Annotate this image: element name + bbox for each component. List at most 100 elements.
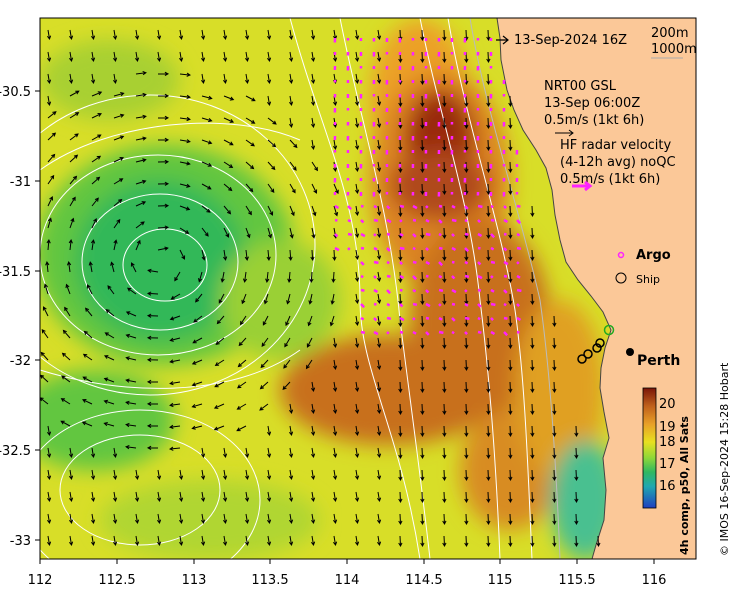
current-arrow xyxy=(376,117,382,129)
current-arrow xyxy=(191,359,203,365)
current-arrow xyxy=(157,137,170,142)
current-arrow xyxy=(61,375,71,383)
current-arrow xyxy=(105,308,115,317)
current-arrow xyxy=(332,513,338,525)
current-arrow xyxy=(420,381,425,394)
current-arrow xyxy=(130,262,137,273)
radar-vector xyxy=(490,260,496,265)
radar-vector xyxy=(464,205,469,210)
current-arrow xyxy=(266,469,272,481)
current-arrow xyxy=(69,217,75,229)
current-arrow xyxy=(178,491,184,503)
lon-tick-label: 112.5 xyxy=(98,573,135,588)
radar-vector xyxy=(412,275,418,281)
current-arrow xyxy=(86,284,93,295)
current-arrow xyxy=(376,469,382,481)
radar-vector xyxy=(464,247,470,253)
current-arrow xyxy=(508,491,513,504)
current-arrow xyxy=(83,330,93,339)
current-arrow xyxy=(310,249,315,262)
current-arrow xyxy=(486,403,491,416)
current-arrow xyxy=(486,29,491,42)
current-arrow xyxy=(464,139,469,152)
radar-vector xyxy=(399,330,404,334)
current-arrow xyxy=(376,51,382,63)
current-arrow xyxy=(46,535,52,547)
credit-label: © IMOS 16-Sep-2024 15:28 Hobart xyxy=(718,362,731,556)
current-arrow xyxy=(267,161,276,171)
current-arrow xyxy=(68,447,74,459)
current-arrow xyxy=(486,117,491,130)
current-arrow xyxy=(90,29,96,41)
current-arrow xyxy=(310,381,316,393)
current-arrow xyxy=(179,139,191,144)
current-arrow xyxy=(552,491,557,504)
current-arrow xyxy=(43,283,49,295)
lat-tick-label: -31.5 xyxy=(0,265,31,280)
radar-vector xyxy=(490,204,494,209)
current-arrow xyxy=(508,425,513,438)
current-arrow xyxy=(442,271,447,284)
observation-markers xyxy=(577,324,615,364)
current-arrow xyxy=(90,513,96,525)
current-arrow xyxy=(179,183,191,188)
current-arrow xyxy=(376,73,382,85)
current-arrow xyxy=(135,158,147,163)
current-arrow xyxy=(442,535,447,548)
current-arrow xyxy=(285,315,291,327)
current-arrow xyxy=(112,51,118,63)
current-arrow xyxy=(223,183,233,192)
radar-vector xyxy=(386,289,392,295)
current-source-line: 13-Sep 06:00Z xyxy=(544,96,640,111)
current-arrow xyxy=(530,381,535,394)
radar-vector xyxy=(360,274,364,279)
current-arrow xyxy=(113,178,124,185)
current-arrow xyxy=(201,183,212,190)
lon-tick-label: 115 xyxy=(488,573,513,588)
current-arrow xyxy=(464,337,469,350)
current-arrow xyxy=(156,469,162,481)
current-arrow xyxy=(68,29,74,41)
current-arrow xyxy=(508,293,513,306)
current-arrow xyxy=(310,29,316,41)
current-arrow xyxy=(311,161,318,172)
current-arrow xyxy=(486,161,491,174)
current-arrow xyxy=(530,403,535,416)
current-arrow xyxy=(288,95,294,107)
current-arrow xyxy=(244,469,250,481)
current-arrow xyxy=(82,353,93,361)
current-arrow xyxy=(267,205,274,216)
current-arrow xyxy=(354,491,360,503)
radar-vector xyxy=(438,274,443,279)
current-arrow xyxy=(574,513,579,526)
current-arrow xyxy=(236,403,247,410)
current-arrow xyxy=(288,469,294,481)
current-arrow xyxy=(195,293,203,303)
current-arrow xyxy=(420,359,425,372)
current-arrow xyxy=(91,176,101,185)
radar-vector xyxy=(516,246,522,251)
current-arrow xyxy=(125,444,137,450)
current-arrow xyxy=(288,29,294,41)
current-arrow xyxy=(200,447,206,459)
current-arrow xyxy=(311,227,316,239)
current-arrow xyxy=(308,293,313,305)
current-arrow xyxy=(332,403,338,415)
current-arrow xyxy=(486,183,491,196)
radar-vector xyxy=(438,246,443,250)
radar-vector xyxy=(503,316,508,320)
current-arrow xyxy=(464,425,469,438)
radar-vector xyxy=(516,303,520,308)
current-arrow xyxy=(442,513,447,526)
current-arrow xyxy=(236,425,247,432)
perth-label: Perth xyxy=(637,353,680,369)
radar-vector xyxy=(373,317,378,322)
current-arrow xyxy=(332,337,338,349)
current-arrow xyxy=(103,422,115,427)
current-arrow xyxy=(306,337,313,348)
current-arrow xyxy=(442,381,447,394)
current-arrow xyxy=(262,315,269,326)
radar-vector xyxy=(399,274,405,280)
current-arrow xyxy=(266,513,272,525)
current-arrow xyxy=(310,425,316,437)
